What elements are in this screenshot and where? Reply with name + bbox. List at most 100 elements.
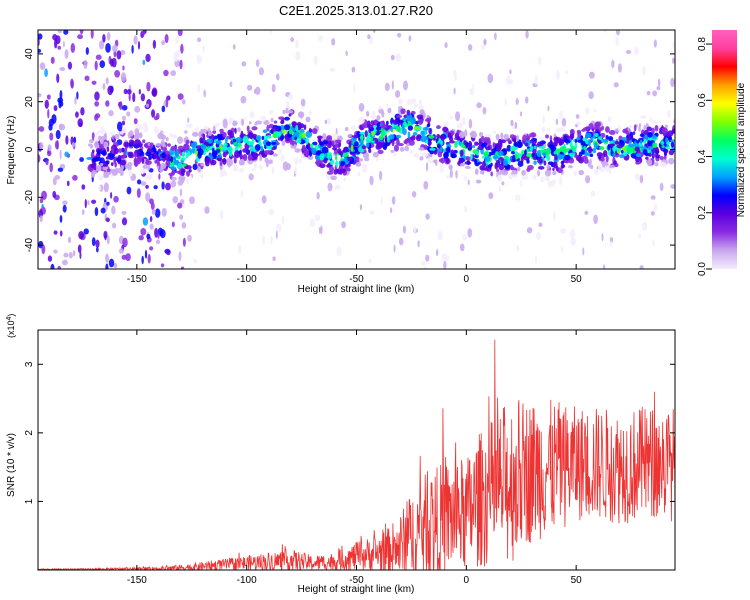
spectrogram-noise-cell xyxy=(247,84,253,91)
spectrogram-noise-cell xyxy=(469,88,475,96)
spectrogram-xtick-label: -50 xyxy=(349,274,364,285)
spectrogram-ridge-cell xyxy=(599,146,605,151)
spectrogram-noise-cell xyxy=(53,230,58,235)
spectrogram-noise-cell xyxy=(194,127,200,133)
spectrogram-noise-cell xyxy=(94,113,101,119)
spectrogram-noise-cell xyxy=(55,129,61,140)
spectrogram-noise-cell xyxy=(67,61,73,70)
spectrogram-noise-cell xyxy=(142,59,146,66)
spectrogram-ridge-cell xyxy=(490,162,493,167)
spectrogram-noise-cell xyxy=(57,265,62,269)
spectrogram-ridge-cell xyxy=(540,176,545,183)
spectrogram-ridge-cell xyxy=(614,140,620,145)
spectrogram-ridge-cell xyxy=(229,130,235,139)
spectrogram-ridge-cell xyxy=(91,158,98,162)
spectrogram-noise-cell xyxy=(204,206,210,214)
spectrogram-noise-cell xyxy=(45,159,49,166)
spectrogram-noise-cell xyxy=(290,37,295,43)
spectrogram-ridge-cell xyxy=(576,120,581,126)
spectrogram-noise-cell xyxy=(108,110,114,117)
spectrogram-ridge-cell xyxy=(228,117,234,125)
spectrogram-noise-cell xyxy=(136,188,141,198)
spectrogram-ridge-cell xyxy=(542,126,546,133)
spectrogram-ridge-cell xyxy=(263,120,270,126)
spectrogram-noise-cell xyxy=(659,182,664,192)
spectrogram-ridge-cell xyxy=(205,160,210,167)
spectrogram-noise-cell xyxy=(187,234,192,242)
spectrogram-ytick-label: 40 xyxy=(24,48,35,60)
spectrogram-noise-cell xyxy=(455,111,461,122)
spectrogram-ridge-cell xyxy=(498,185,502,193)
spectrogram-noise-cell xyxy=(132,92,136,103)
spectrogram-ridge-cell xyxy=(666,110,671,118)
spectrogram-ridge-cell xyxy=(438,158,444,163)
spectrogram-ridge-cell xyxy=(418,105,425,111)
spectrogram-ridge-cell xyxy=(251,126,258,131)
spectrogram-noise-cell xyxy=(161,40,166,46)
spectrogram-ridge-cell xyxy=(654,124,659,132)
spectrogram-ridge-cell xyxy=(99,162,104,166)
spectrogram-ylabel: Frequency (Hz) xyxy=(6,116,17,185)
spectrogram-noise-cell xyxy=(163,100,167,107)
spectrogram-ridge-cell xyxy=(103,174,109,178)
spectrogram-noise-cell xyxy=(391,196,396,205)
spectrogram-ridge-cell xyxy=(181,168,185,176)
spectrogram-ridge-cell xyxy=(134,153,137,158)
spectrogram-ridge-cell xyxy=(212,151,218,157)
spectrogram-ridge-cell xyxy=(649,117,653,123)
spectrogram-noise-cell xyxy=(94,101,100,107)
spectrogram-noise-cell xyxy=(149,216,153,223)
spectrogram-ridge-cell xyxy=(307,147,312,151)
spectrogram-noise-cell xyxy=(64,151,69,158)
spectrogram-ridge-cell xyxy=(642,148,648,155)
spectrogram-noise-cell xyxy=(261,195,267,204)
spectrogram-ridge-cell xyxy=(261,135,265,140)
spectrogram-noise-cell xyxy=(653,203,658,212)
spectrogram-ridge-cell xyxy=(418,99,423,106)
spectrogram-noise-cell xyxy=(240,95,247,104)
colorbar-label: Normalized spectral amplitude xyxy=(736,82,747,217)
spectrogram-ridge-cell xyxy=(507,158,511,165)
spectrogram-noise-cell xyxy=(516,245,520,252)
spectrogram-noise-cell xyxy=(79,251,82,260)
spectrogram-noise-cell xyxy=(602,264,606,269)
spectrogram-ridge-cell xyxy=(167,178,172,184)
spectrogram-ridge-cell xyxy=(185,139,190,145)
spectrogram-noise-cell xyxy=(141,255,144,265)
spectrogram-ridge-cell xyxy=(249,146,257,152)
spectrogram-ridge-cell xyxy=(246,125,250,132)
spectrogram-ridge-cell xyxy=(482,167,489,171)
spectrogram-noise-cell xyxy=(193,258,198,264)
spectrogram-noise-cell xyxy=(140,93,146,102)
spectrogram-ridge-cell xyxy=(284,124,291,131)
spectrogram-noise-cell xyxy=(180,266,185,269)
spectrogram-ridge-cell xyxy=(155,143,162,147)
spectrogram-noise-cell xyxy=(369,210,375,215)
spectrogram-ridge-cell xyxy=(267,159,273,165)
spectrogram-ridge-cell xyxy=(492,141,496,149)
spectrogram-noise-cell xyxy=(56,73,60,83)
snr-xtick-label: -150 xyxy=(127,575,147,586)
spectrogram-noise-cell xyxy=(408,35,412,42)
spectrogram-ridge-cell xyxy=(635,153,642,158)
spectrogram-ridge-cell xyxy=(186,177,190,185)
spectrogram-noise-cell xyxy=(670,77,675,88)
spectrogram-ridge-cell xyxy=(216,148,221,153)
spectrogram-noise-cell xyxy=(59,66,66,72)
spectrogram-ridge-cell xyxy=(570,146,576,151)
spectrogram-ridge-cell xyxy=(89,139,94,144)
spectrogram-ridge-cell xyxy=(95,165,102,172)
spectrogram-ridge-cell xyxy=(588,139,591,147)
spectrogram-ridge-cell xyxy=(532,175,537,180)
spectrogram-ridge-cell xyxy=(463,139,467,145)
spectrogram-noise-cell xyxy=(271,83,276,93)
spectrogram-ridge-cell xyxy=(552,170,557,176)
spectrogram-ridge-cell xyxy=(145,151,152,157)
spectrogram-noise-cell xyxy=(74,96,77,105)
spectrogram-ridge-cell xyxy=(634,140,637,147)
spectrogram-noise-cell xyxy=(126,186,132,195)
spectrogram-noise-cell xyxy=(140,228,147,236)
spectrogram-noise-cell xyxy=(650,211,655,216)
spectrogram-noise-cell xyxy=(254,86,261,95)
spectrogram-noise-cell xyxy=(75,111,79,118)
